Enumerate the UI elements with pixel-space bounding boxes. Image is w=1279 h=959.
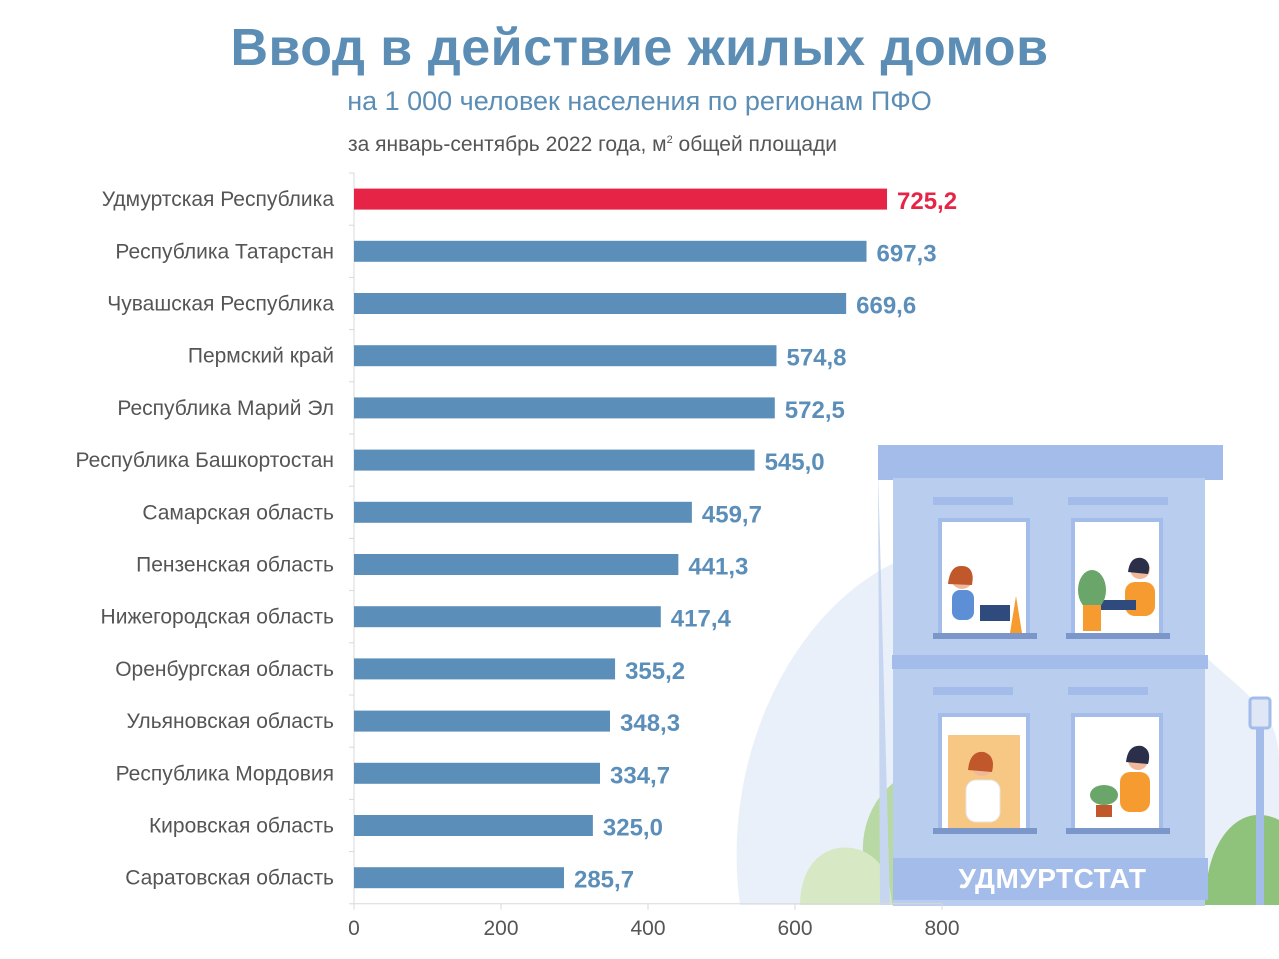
x-tick-label: 800 [924,917,959,940]
brand-badge: УДМУРТСТАТ [958,863,1147,894]
person-laptop-illustration [948,565,1022,633]
category-label: Республика Татарстан [115,240,334,263]
building-shadow [878,470,890,905]
data-label: 459,7 [702,501,762,528]
data-label: 572,5 [785,397,845,424]
bar [354,658,616,680]
data-label: 325,0 [603,815,663,842]
data-label: 441,3 [688,554,748,581]
person-talking-illustration [948,735,1020,828]
data-label: 285,7 [574,867,634,894]
category-label: Удмуртская Республика [102,188,335,211]
category-label: Пензенская область [136,554,334,577]
data-label: 334,7 [610,762,670,789]
data-label: 725,2 [897,188,957,215]
data-label: 348,3 [620,710,680,737]
data-label: 545,0 [765,449,825,476]
chart-title: Ввод в действие жилых домов [230,19,1049,77]
bar [354,293,847,314]
category-label: Кировская область [149,815,334,838]
x-tick-label: 0 [348,917,360,940]
category-label: Республика Мордовия [116,762,334,785]
chart-subtitle: на 1 000 человек населения по регионам П… [347,86,932,116]
bar [354,554,679,575]
category-label: Республика Башкортостан [76,449,334,472]
badge-background [893,858,1208,900]
category-label: Ульяновская область [127,710,335,733]
category-label: Оренбургская область [115,658,334,681]
category-label: Саратовская область [125,867,334,890]
chart-unit-note: за январь-сентябрь 2022 года, м2 общей п… [348,133,837,157]
bar [354,188,888,210]
unit-note-superscript: 2 [666,134,673,146]
data-label: 669,6 [856,293,916,320]
bar [354,397,775,419]
unit-note-text: за январь-сентябрь 2022 года, м [348,133,667,156]
category-label: Чувашская Республика [107,293,334,316]
category-label: Республика Марий Эл [117,397,334,420]
bar [354,762,601,784]
street-lamp-illustration [1248,696,1272,905]
person-reading-illustration [1078,557,1155,631]
bar [354,449,755,471]
unit-note-text-end: общей площади [672,133,838,156]
x-tick-label: 400 [630,917,665,940]
bar [354,240,867,262]
bar [354,501,692,523]
category-label: Самарская область [142,501,334,524]
floor-divider [892,655,1208,669]
x-tick-label: 200 [483,917,518,940]
data-label: 574,8 [786,345,846,372]
bar [354,815,593,836]
bar [354,606,661,628]
data-label: 697,3 [877,240,937,267]
data-label: 355,2 [625,658,685,685]
data-label: 417,4 [671,606,732,633]
bar [354,710,611,732]
bar [354,345,777,367]
bar [354,867,564,889]
x-tick-label: 600 [777,917,812,940]
window-bottom-right [1071,713,1163,832]
roof [878,445,1223,480]
bush-left-front [800,847,892,905]
category-label: Нижегородская область [101,606,334,629]
person-watering-illustration [1090,745,1150,817]
category-label: Пермский край [188,345,334,368]
